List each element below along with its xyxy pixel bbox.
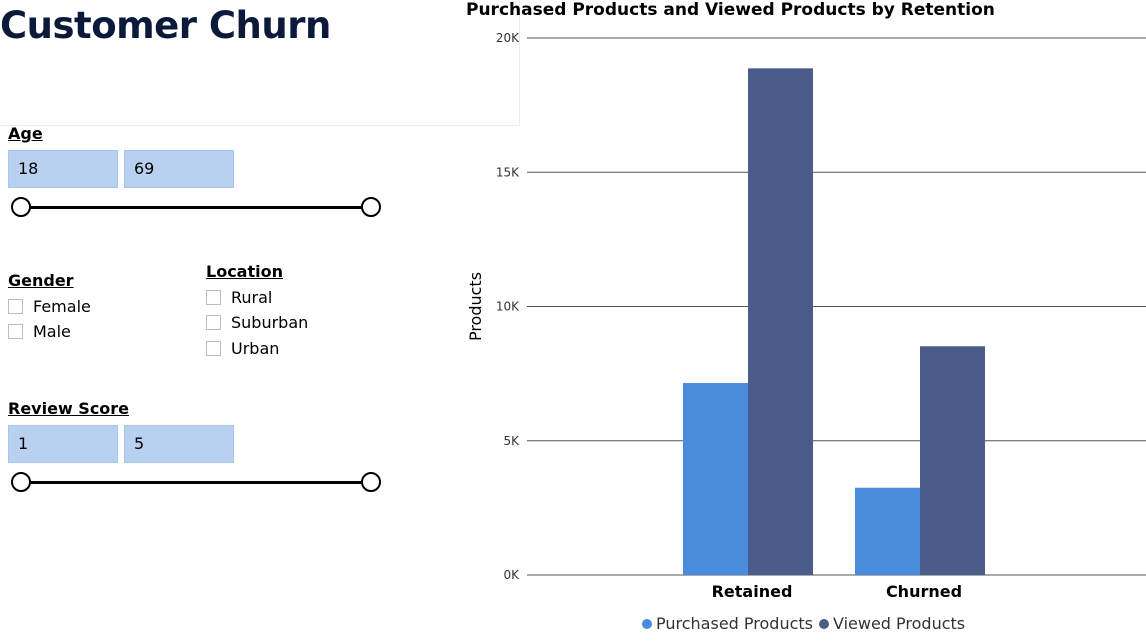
location-option-label: Urban — [231, 339, 280, 358]
location-option-label: Rural — [231, 288, 273, 307]
review-score-slider-track[interactable] — [20, 481, 372, 484]
location-option-rural[interactable]: Rural — [206, 288, 272, 307]
gender-option-label: Male — [33, 322, 71, 341]
bar-viewed-churned — [920, 346, 985, 575]
legend-dot-icon — [818, 618, 829, 629]
bar-purchased-retained — [683, 383, 748, 575]
y-axis-label: Products — [466, 272, 485, 341]
location-option-urban[interactable]: Urban — [206, 339, 279, 358]
chart-title: Purchased Products and Viewed Products b… — [466, 0, 995, 20]
review-score-slider-min-handle[interactable] — [11, 472, 31, 492]
age-slider-max-handle[interactable] — [361, 197, 381, 217]
review-score-slicer-label: Review Score — [8, 399, 130, 418]
age-slicer-label: Age — [8, 124, 43, 143]
bar-purchased-churned — [855, 487, 920, 575]
y-tick-label: 15K — [496, 165, 520, 179]
legend-label: Purchased Products — [656, 614, 813, 633]
checkbox[interactable] — [8, 299, 23, 314]
age-slider-track[interactable] — [20, 206, 372, 209]
legend-dot-icon — [642, 618, 652, 629]
gender-option-label: Female — [33, 297, 91, 316]
checkbox[interactable] — [206, 341, 221, 356]
x-tick-label: Retained — [712, 582, 793, 601]
bar-viewed-retained — [748, 68, 813, 575]
title-frame — [0, 0, 520, 126]
gender-option-female[interactable]: Female — [8, 297, 91, 316]
chart-legend: Purchased Products Viewed Products — [642, 614, 971, 633]
review-score-max-input[interactable]: 5 — [124, 425, 234, 463]
location-slicer-label: Location — [206, 262, 283, 281]
review-score-slider-max-handle[interactable] — [361, 472, 381, 492]
legend-item-purchased: Purchased Products — [642, 614, 813, 633]
location-option-suburban[interactable]: Suburban — [206, 313, 308, 332]
page-title: Customer Churn — [0, 4, 331, 47]
y-tick-label: 20K — [496, 31, 520, 45]
age-max-input[interactable]: 69 — [124, 150, 234, 188]
age-min-input[interactable]: 18 — [8, 150, 118, 188]
review-score-min-input[interactable]: 1 — [8, 425, 118, 463]
x-tick-label: Churned — [886, 582, 962, 601]
gender-slicer-label: Gender — [8, 271, 74, 290]
checkbox[interactable] — [206, 315, 221, 330]
checkbox[interactable] — [8, 324, 23, 339]
legend-item-viewed: Viewed Products — [818, 614, 966, 633]
checkbox[interactable] — [206, 290, 221, 305]
y-tick-label: 0K — [503, 568, 520, 582]
y-tick-label: 10K — [496, 300, 520, 314]
location-option-label: Suburban — [231, 313, 309, 332]
gender-option-male[interactable]: Male — [8, 322, 71, 341]
legend-label: Viewed Products — [832, 614, 966, 633]
age-slider-min-handle[interactable] — [11, 197, 31, 217]
y-tick-label: 5K — [503, 434, 520, 448]
